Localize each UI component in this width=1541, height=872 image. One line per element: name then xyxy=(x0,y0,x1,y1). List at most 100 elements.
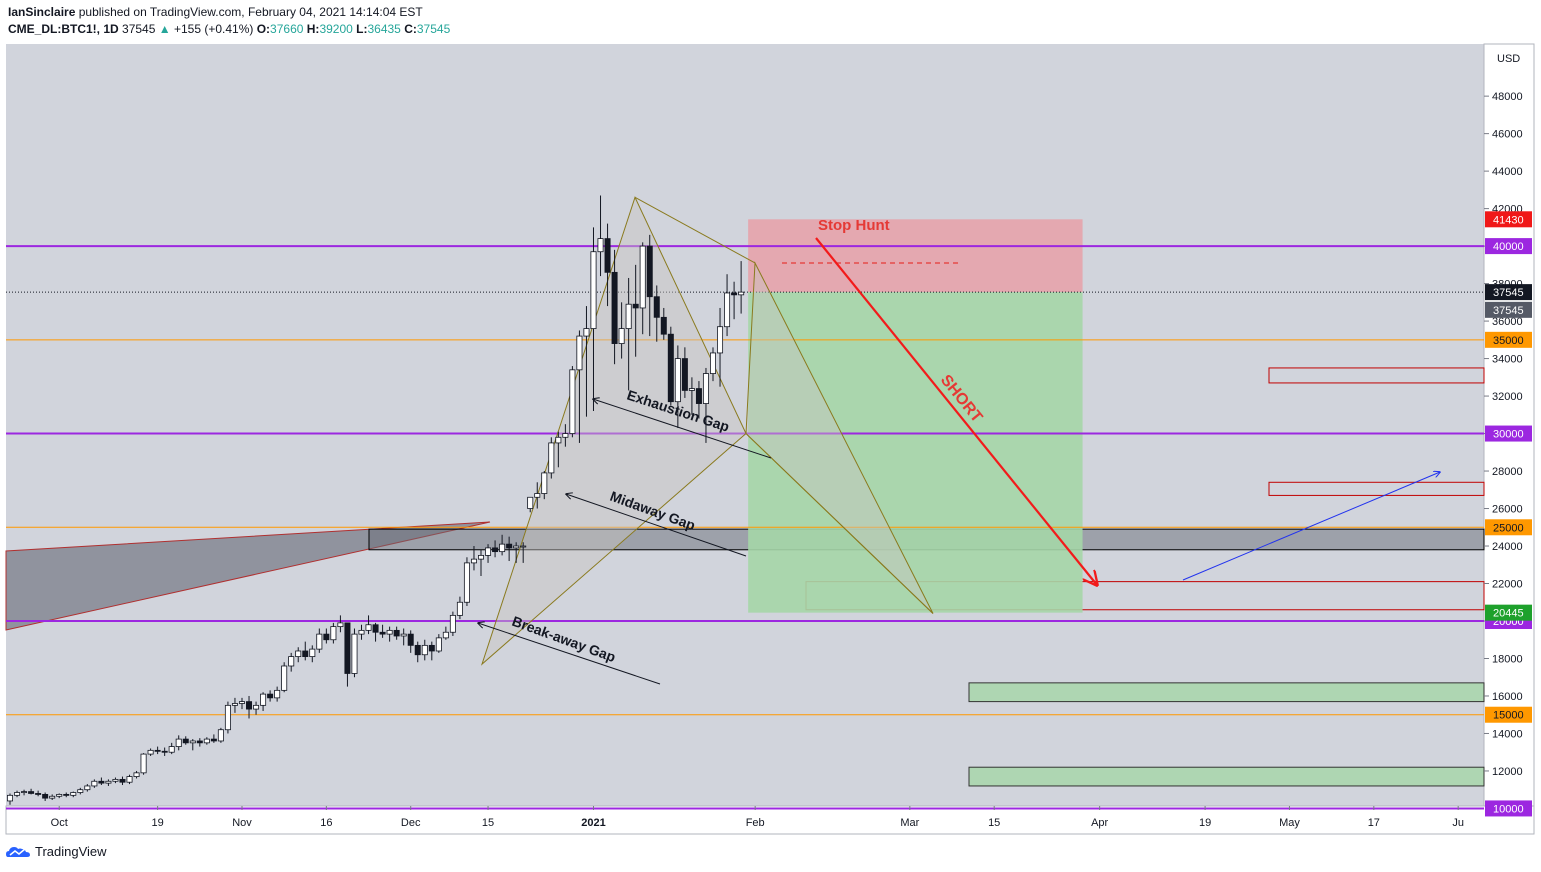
candle xyxy=(548,437,555,479)
candle-body xyxy=(77,789,84,793)
candle xyxy=(246,695,253,719)
symbol-label[interactable]: CME_DL:BTC1!, 1D xyxy=(8,22,119,36)
projection-arrow-blue xyxy=(1182,472,1440,581)
candle xyxy=(597,195,604,277)
price-axis[interactable] xyxy=(1483,43,1535,807)
candle xyxy=(576,330,583,443)
candle xyxy=(126,774,133,785)
stop-loss-zone xyxy=(748,219,1083,293)
candle-body xyxy=(499,543,506,553)
candle xyxy=(738,261,745,314)
price-tag-label: 20445 xyxy=(1493,608,1524,620)
candle-body xyxy=(625,303,632,329)
candle xyxy=(442,626,449,640)
candle xyxy=(288,652,295,672)
time-axis[interactable] xyxy=(5,805,1535,835)
x-tick-label: 2021 xyxy=(581,817,605,829)
candle-body xyxy=(632,303,639,309)
candle-body xyxy=(478,554,485,560)
candle-body xyxy=(112,778,119,782)
level-tag-bg xyxy=(1485,519,1532,536)
candle xyxy=(463,557,470,607)
stop-hunt-label: Stop Hunt xyxy=(818,217,890,234)
candle xyxy=(316,628,323,653)
candle xyxy=(98,777,105,786)
candle-body xyxy=(583,328,590,337)
harmonic-ac-line xyxy=(634,196,756,264)
price-tag-bg xyxy=(1485,604,1532,621)
candle xyxy=(499,534,506,556)
candle-body xyxy=(639,245,646,309)
tradingview-logo[interactable]: TradingView xyxy=(6,844,107,859)
candle-body xyxy=(224,704,231,731)
level-tag-label: 15000 xyxy=(1493,710,1524,722)
support-box-16000 xyxy=(968,682,1485,703)
high-label: H: xyxy=(306,22,320,36)
candle-body xyxy=(7,794,13,802)
x-tick-label: Apr xyxy=(1091,817,1108,829)
level-tag-bg xyxy=(1485,800,1532,817)
candle xyxy=(231,697,238,713)
candle-body xyxy=(168,746,175,753)
candle-body xyxy=(435,637,442,652)
candle-body xyxy=(126,776,133,783)
candle xyxy=(421,639,428,661)
level-tag-label: 30000 xyxy=(1493,429,1524,441)
candle xyxy=(63,792,70,798)
candle xyxy=(119,776,126,786)
candle xyxy=(105,779,112,786)
candle xyxy=(21,789,28,796)
candle xyxy=(386,626,393,642)
x-tick-label: 17 xyxy=(1368,817,1380,829)
symbol-info: CME_DL:BTC1!, 1D 37545 ▲ +155 (+0.41%) O… xyxy=(8,22,450,36)
candle xyxy=(42,792,49,801)
candle-body xyxy=(506,543,513,549)
x-tick-label: 19 xyxy=(1199,817,1211,829)
y-tick-label: 28000 xyxy=(1492,466,1523,478)
candle xyxy=(695,381,702,419)
level-tag-label: 40000 xyxy=(1493,241,1524,253)
candle xyxy=(281,662,288,693)
candle-body xyxy=(267,693,274,699)
candle xyxy=(625,277,632,391)
candle xyxy=(323,628,330,644)
candle xyxy=(189,739,196,751)
candle-body xyxy=(281,665,288,691)
candle xyxy=(604,223,611,307)
candle-body xyxy=(541,472,548,494)
candle-body xyxy=(428,644,435,652)
candle xyxy=(485,544,492,563)
price-tag-bg xyxy=(1485,284,1532,301)
candle xyxy=(583,306,590,417)
candle-body xyxy=(393,629,400,637)
candle-body xyxy=(414,644,421,656)
author-name[interactable]: IanSinclaire xyxy=(8,5,76,19)
candle-body xyxy=(695,388,702,404)
candle xyxy=(358,624,365,640)
candle-body xyxy=(646,245,653,298)
candle xyxy=(688,377,695,415)
candle xyxy=(646,234,653,337)
candle-body xyxy=(372,624,379,633)
up-arrow-icon: ▲ xyxy=(158,22,171,36)
candle xyxy=(274,686,281,702)
candle xyxy=(393,626,400,640)
candle-body xyxy=(217,729,224,742)
candle-body xyxy=(288,656,295,667)
x-tick-label: 15 xyxy=(988,817,1000,829)
candle xyxy=(520,542,527,563)
candle xyxy=(527,496,534,513)
candle-body xyxy=(534,493,541,498)
plot-area[interactable] xyxy=(6,44,1484,806)
y-tick-label: 14000 xyxy=(1492,728,1523,740)
candle-body xyxy=(724,292,731,328)
candle-body xyxy=(738,291,745,296)
candle-body xyxy=(548,442,555,474)
y-tick-label: 36000 xyxy=(1492,316,1523,328)
candle-body xyxy=(731,292,738,296)
candle xyxy=(295,647,302,663)
candle-body xyxy=(597,238,604,253)
harmonic-bd-line xyxy=(745,433,934,614)
x-tick-label: 19 xyxy=(152,817,164,829)
